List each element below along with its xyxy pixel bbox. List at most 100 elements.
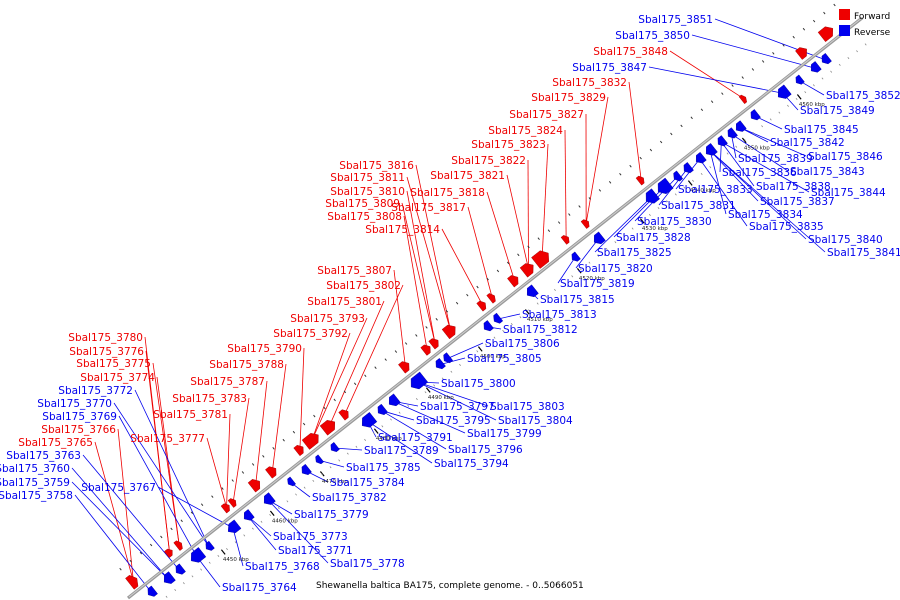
- reverse-gene-label[interactable]: Sbal175_3772: [58, 385, 133, 397]
- reverse-gene-label[interactable]: Sbal175_3812: [503, 324, 578, 336]
- reverse-gene-label[interactable]: Sbal175_3800: [441, 378, 516, 390]
- reverse-gene-label[interactable]: Sbal175_3805: [467, 353, 542, 365]
- reverse-gene[interactable]: [725, 127, 738, 141]
- forward-gene-label[interactable]: Sbal175_3801: [307, 296, 382, 308]
- reverse-gene[interactable]: [748, 109, 761, 122]
- forward-gene-label[interactable]: Sbal175_3827: [509, 109, 584, 121]
- forward-gene[interactable]: [428, 336, 441, 350]
- forward-gene[interactable]: [507, 273, 521, 288]
- reverse-gene-label[interactable]: Sbal175_3844: [811, 187, 886, 199]
- reverse-gene-label[interactable]: Sbal175_3759: [0, 477, 70, 489]
- reverse-gene[interactable]: [491, 312, 504, 325]
- reverse-gene-label[interactable]: Sbal175_3813: [522, 309, 597, 321]
- forward-gene[interactable]: [519, 260, 537, 278]
- reverse-gene-label[interactable]: Sbal175_3794: [434, 458, 509, 470]
- reverse-gene-label[interactable]: Sbal175_3778: [330, 558, 405, 570]
- forward-gene-label[interactable]: Sbal175_3788: [209, 359, 284, 371]
- forward-gene[interactable]: [486, 292, 498, 304]
- forward-gene-label[interactable]: Sbal175_3829: [531, 92, 606, 104]
- reverse-gene-label[interactable]: Sbal175_3796: [448, 444, 523, 456]
- reverse-gene[interactable]: [203, 540, 215, 552]
- reverse-gene-label[interactable]: Sbal175_3849: [800, 105, 875, 117]
- forward-gene-label[interactable]: Sbal175_3765: [18, 437, 93, 449]
- reverse-gene[interactable]: [774, 84, 792, 102]
- reverse-gene-label[interactable]: Sbal175_3769: [42, 411, 117, 423]
- reverse-gene-label[interactable]: Sbal175_3831: [661, 200, 736, 212]
- forward-gene-label[interactable]: Sbal175_3792: [273, 328, 348, 340]
- reverse-gene-label[interactable]: Sbal175_3803: [490, 401, 565, 413]
- reverse-gene-label[interactable]: Sbal175_3830: [637, 216, 712, 228]
- forward-gene[interactable]: [398, 359, 412, 374]
- forward-gene-label[interactable]: Sbal175_3775: [76, 358, 151, 370]
- forward-gene-label[interactable]: Sbal175_3783: [172, 393, 247, 405]
- reverse-gene-label[interactable]: Sbal175_3797: [420, 401, 495, 413]
- reverse-gene-label[interactable]: Sbal175_3836: [722, 167, 797, 179]
- reverse-gene-label[interactable]: Sbal175_3764: [222, 582, 297, 594]
- reverse-gene[interactable]: [187, 547, 207, 565]
- reverse-gene-label[interactable]: Sbal175_3841: [827, 247, 900, 259]
- reverse-gene-label[interactable]: Sbal175_3845: [784, 124, 859, 136]
- forward-gene-label[interactable]: Sbal175_3824: [488, 125, 563, 137]
- forward-gene-label[interactable]: Sbal175_3807: [317, 265, 392, 277]
- forward-gene-label[interactable]: Sbal175_3777: [130, 433, 205, 445]
- forward-gene-label[interactable]: Sbal175_3848: [593, 46, 668, 58]
- forward-gene[interactable]: [293, 443, 306, 457]
- forward-gene[interactable]: [164, 547, 174, 559]
- reverse-gene[interactable]: [733, 120, 747, 134]
- reverse-gene[interactable]: [407, 371, 429, 392]
- forward-gene[interactable]: [247, 477, 263, 493]
- forward-gene[interactable]: [173, 539, 185, 551]
- forward-gene-label[interactable]: Sbal175_3814: [365, 224, 440, 236]
- forward-gene-label[interactable]: Sbal175_3822: [451, 155, 526, 167]
- reverse-gene-label[interactable]: Sbal175_3789: [364, 445, 439, 457]
- reverse-gene[interactable]: [433, 358, 446, 371]
- reverse-gene-label[interactable]: Sbal175_3779: [294, 509, 369, 521]
- reverse-gene-label[interactable]: Sbal175_3815: [540, 294, 615, 306]
- forward-gene[interactable]: [738, 94, 749, 105]
- reverse-gene[interactable]: [715, 135, 728, 148]
- forward-gene-label[interactable]: Sbal175_3790: [227, 343, 302, 355]
- forward-gene-label[interactable]: Sbal175_3817: [391, 202, 466, 214]
- forward-gene[interactable]: [580, 218, 591, 229]
- reverse-gene-label[interactable]: Sbal175_3767: [81, 482, 156, 494]
- forward-gene[interactable]: [265, 464, 279, 479]
- reverse-gene-label[interactable]: Sbal175_3833: [678, 184, 753, 196]
- reverse-gene[interactable]: [681, 162, 694, 175]
- reverse-gene[interactable]: [524, 284, 539, 300]
- reverse-gene-label[interactable]: Sbal175_3840: [808, 234, 883, 246]
- reverse-gene[interactable]: [261, 492, 276, 508]
- reverse-gene-label[interactable]: Sbal175_3806: [485, 338, 560, 350]
- reverse-gene[interactable]: [793, 74, 805, 86]
- reverse-gene-label[interactable]: Sbal175_3804: [498, 415, 573, 427]
- forward-gene[interactable]: [125, 573, 141, 590]
- forward-gene-label[interactable]: Sbal175_3781: [153, 409, 228, 421]
- reverse-gene-label[interactable]: Sbal175_3846: [808, 151, 883, 163]
- reverse-gene-label[interactable]: Sbal175_3852: [826, 90, 900, 102]
- reverse-gene-label[interactable]: Sbal175_3760: [0, 463, 70, 475]
- forward-gene[interactable]: [441, 322, 459, 340]
- reverse-gene[interactable]: [161, 571, 176, 587]
- forward-gene[interactable]: [301, 430, 322, 450]
- reverse-gene-label[interactable]: Sbal175_3843: [790, 166, 865, 178]
- reverse-gene-label[interactable]: Sbal175_3799: [467, 428, 542, 440]
- forward-gene-label[interactable]: Sbal175_3774: [80, 372, 155, 384]
- reverse-gene-label[interactable]: Sbal175_3825: [597, 247, 672, 259]
- reverse-gene[interactable]: [358, 412, 378, 430]
- reverse-gene[interactable]: [642, 188, 660, 207]
- reverse-gene-label[interactable]: Sbal175_3795: [416, 415, 491, 427]
- reverse-gene-label[interactable]: Sbal175_3758: [0, 490, 73, 502]
- reverse-gene[interactable]: [654, 177, 674, 197]
- forward-gene[interactable]: [220, 502, 232, 514]
- reverse-gene[interactable]: [241, 509, 255, 522]
- reverse-gene[interactable]: [481, 320, 494, 333]
- reverse-gene[interactable]: [569, 251, 581, 263]
- reverse-gene[interactable]: [693, 151, 707, 165]
- reverse-gene-label[interactable]: Sbal175_3834: [728, 209, 803, 221]
- reverse-gene[interactable]: [386, 393, 401, 409]
- reverse-gene-label[interactable]: Sbal175_3847: [572, 62, 647, 74]
- forward-gene-label[interactable]: Sbal175_3811: [330, 172, 405, 184]
- reverse-gene-label[interactable]: Sbal175_3837: [760, 196, 835, 208]
- forward-gene-label[interactable]: Sbal175_3802: [326, 280, 401, 292]
- forward-gene[interactable]: [227, 497, 238, 508]
- forward-gene[interactable]: [560, 234, 571, 245]
